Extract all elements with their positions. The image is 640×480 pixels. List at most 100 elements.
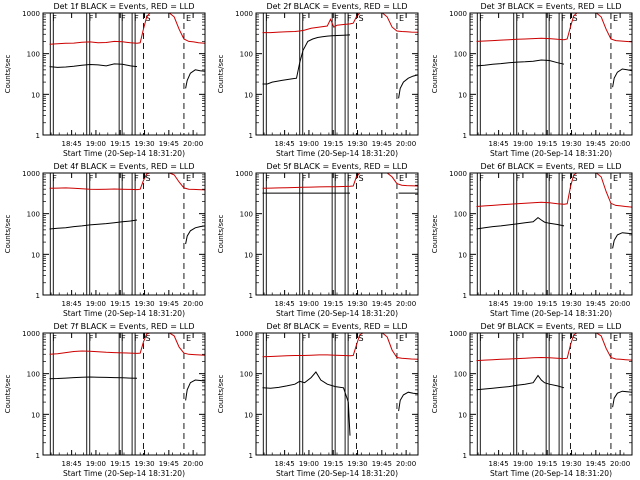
y-axis-label: Counts/sec (217, 55, 225, 94)
y-axis-label: Counts/sec (431, 375, 439, 414)
x-tick-label: 18:45 (62, 300, 82, 308)
y-axis-label: Counts/sec (217, 215, 225, 254)
flag-label: F (548, 174, 553, 183)
y-tick-label: 1000 (235, 170, 253, 178)
x-tick-label: 20:00 (183, 460, 203, 468)
x-tick-label: 19:45 (372, 300, 392, 308)
flag-label: F (347, 174, 352, 183)
plot-frame (42, 332, 206, 456)
flag-label: F (89, 174, 94, 183)
y-tick-label: 10 (458, 251, 467, 259)
lld-line (476, 332, 581, 362)
x-tick-label: 18:45 (62, 460, 82, 468)
lld-line (49, 12, 154, 45)
flag-label: F (334, 14, 339, 23)
x-tick-label: 19:45 (586, 460, 606, 468)
flag-label: F (548, 14, 553, 23)
x-axis-label: Start Time (20-Sep-14 18:31:20) (276, 149, 398, 158)
x-tick-label: 19:45 (372, 140, 392, 148)
y-tick-label: 1 (249, 452, 253, 460)
flag-label: S (145, 14, 150, 23)
x-tick-label: 19:00 (513, 300, 533, 308)
lld-line (596, 12, 633, 43)
flag-label: S (358, 174, 363, 183)
flag-label: F (265, 174, 270, 183)
chart-title: Det 6f BLACK = Events, RED = LLD (480, 162, 621, 171)
x-tick-label: 19:00 (513, 460, 533, 468)
x-tick-label: 19:30 (134, 140, 154, 148)
x-tick-label: 19:30 (134, 460, 154, 468)
y-tick-label: 1 (249, 292, 253, 300)
x-tick-label: 20:00 (610, 140, 630, 148)
y-axis-label: Counts/sec (431, 215, 439, 254)
flag-label: F (89, 14, 94, 23)
chart-title: Det 9f BLACK = Events, RED = LLD (480, 322, 621, 331)
flag-label: E (399, 174, 404, 183)
events-line (398, 391, 419, 412)
x-axis-label: Start Time (20-Sep-14 18:31:20) (63, 469, 185, 478)
x-tick-label: 19:15 (323, 140, 343, 148)
y-tick-label: 100 (27, 211, 40, 219)
flag-label: F (561, 174, 566, 183)
y-tick-label: 100 (240, 211, 253, 219)
x-tick-label: 20:00 (396, 460, 416, 468)
y-tick-label: 100 (240, 51, 253, 59)
x-tick-label: 19:45 (159, 460, 179, 468)
flag-label: E (186, 334, 191, 343)
lld-line (596, 332, 633, 361)
plot-frame (255, 332, 419, 456)
flag-label: F (302, 174, 307, 183)
flag-label: S (572, 174, 577, 183)
chart-title: Det 2f BLACK = Events, RED = LLD (266, 2, 407, 11)
flag-label: F (134, 334, 139, 343)
flag-label: F (347, 14, 352, 23)
y-tick-label: 10 (458, 411, 467, 419)
x-tick-label: 19:45 (586, 300, 606, 308)
y-axis-label: Counts/sec (217, 375, 225, 414)
y-tick-label: 100 (27, 371, 40, 379)
lld-line (382, 332, 419, 360)
flag-label: F (265, 14, 270, 23)
y-tick-label: 1000 (22, 10, 40, 18)
x-tick-label: 19:45 (372, 460, 392, 468)
lld-line (169, 172, 206, 191)
flag-label: F (548, 334, 553, 343)
x-axis-label: Start Time (20-Sep-14 18:31:20) (490, 309, 612, 318)
chart-title: Det 8f BLACK = Events, RED = LLD (266, 322, 407, 331)
x-tick-label: 19:45 (586, 140, 606, 148)
events-line (49, 219, 138, 230)
flag-label: S (145, 174, 150, 183)
flag-label: E (613, 334, 618, 343)
x-tick-label: 20:00 (183, 140, 203, 148)
lld-line (382, 172, 419, 187)
x-tick-label: 19:30 (347, 300, 367, 308)
flag-label: F (516, 14, 521, 23)
x-tick-label: 18:45 (275, 140, 295, 148)
events-line (49, 376, 138, 380)
flag-label: F (479, 14, 484, 23)
flag-label: S (358, 14, 363, 23)
flag-label: F (52, 334, 57, 343)
events-line (476, 216, 565, 230)
flag-label: F (479, 334, 484, 343)
x-tick-label: 19:30 (347, 140, 367, 148)
events-line (612, 390, 633, 408)
x-tick-label: 20:00 (396, 140, 416, 148)
plot-frame (255, 12, 419, 136)
flag-label: F (302, 14, 307, 23)
x-axis-label: Start Time (20-Sep-14 18:31:20) (63, 309, 185, 318)
events-line (476, 59, 565, 67)
x-tick-label: 19:30 (561, 140, 581, 148)
flag-label: F (89, 334, 94, 343)
y-tick-label: 10 (244, 411, 253, 419)
y-tick-label: 1000 (449, 10, 467, 18)
flag-label: E (186, 174, 191, 183)
flag-label: F (516, 174, 521, 183)
flag-label: F (52, 14, 57, 23)
flag-label: F (347, 334, 352, 343)
plot-frame (469, 172, 633, 296)
events-line (185, 69, 206, 89)
flag-label: F (121, 334, 126, 343)
